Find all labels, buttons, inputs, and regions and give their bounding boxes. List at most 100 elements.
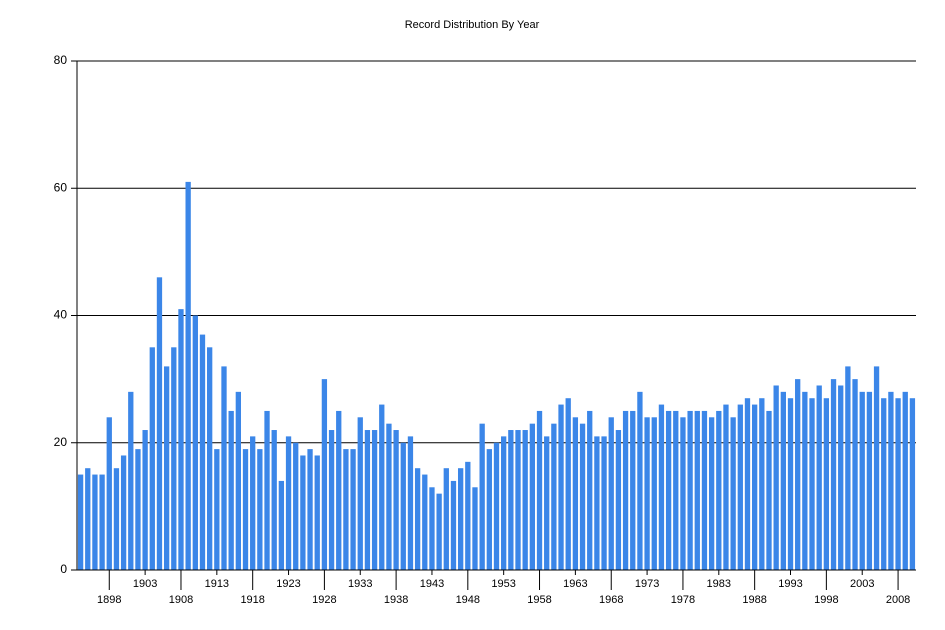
bar xyxy=(852,379,858,570)
bar xyxy=(328,430,335,570)
y-tick-label: 40 xyxy=(54,308,68,322)
bar xyxy=(443,468,449,570)
x-tick-label: 1963 xyxy=(563,578,587,590)
bar xyxy=(128,391,134,570)
x-tick-label: 1908 xyxy=(169,594,193,606)
bar xyxy=(816,385,822,570)
y-tick-label: 60 xyxy=(54,180,68,194)
bar xyxy=(171,347,177,570)
bar xyxy=(364,430,371,570)
bar xyxy=(780,391,786,570)
bar xyxy=(457,468,464,570)
x-tick-label: 1933 xyxy=(348,578,372,590)
bar xyxy=(192,315,198,570)
x-tick-label: 1923 xyxy=(276,578,300,590)
bar xyxy=(508,430,514,570)
bar xyxy=(250,436,256,570)
bar xyxy=(859,391,865,570)
bar xyxy=(472,487,478,570)
bar xyxy=(321,379,328,570)
x-tick-label: 1973 xyxy=(635,578,659,590)
bar xyxy=(77,474,84,570)
bar xyxy=(529,423,536,570)
bar xyxy=(379,404,385,570)
bar xyxy=(242,449,249,570)
bar xyxy=(866,391,873,570)
y-tick-label: 80 xyxy=(54,53,68,67)
bar xyxy=(228,410,234,570)
bar xyxy=(881,398,887,570)
y-tick-label: 20 xyxy=(54,435,68,449)
x-tick-label: 1938 xyxy=(384,594,408,606)
bar xyxy=(357,417,363,570)
x-tick-label: 1968 xyxy=(599,594,623,606)
bar xyxy=(113,468,120,570)
bar xyxy=(680,417,686,570)
bar xyxy=(909,398,916,570)
bar xyxy=(436,493,442,570)
bar xyxy=(694,410,700,570)
bar xyxy=(536,410,543,570)
bar xyxy=(615,430,622,570)
bar xyxy=(465,461,471,570)
bar xyxy=(185,181,191,570)
x-tick-label: 1918 xyxy=(240,594,264,606)
bar xyxy=(285,436,292,570)
bar xyxy=(579,423,586,570)
bar xyxy=(156,277,163,570)
bar xyxy=(637,391,643,570)
bar xyxy=(221,366,227,570)
bar xyxy=(300,455,306,570)
bar xyxy=(343,449,349,570)
bar xyxy=(802,391,808,570)
bar xyxy=(701,410,708,570)
bar xyxy=(888,391,894,570)
bar xyxy=(565,398,571,570)
x-tick-label: 1913 xyxy=(205,578,229,590)
x-tick-label: 1928 xyxy=(312,594,336,606)
bar xyxy=(264,410,270,570)
bar xyxy=(450,480,457,570)
bar xyxy=(486,449,492,570)
bar xyxy=(902,391,908,570)
bar xyxy=(163,366,170,570)
x-tick-label: 1953 xyxy=(491,578,515,590)
bar xyxy=(407,436,414,570)
bar xyxy=(515,430,521,570)
bar xyxy=(544,436,550,570)
bar xyxy=(199,334,206,570)
bar xyxy=(400,442,406,570)
bar xyxy=(371,430,378,570)
bar xyxy=(99,474,105,570)
bar xyxy=(587,410,593,570)
bar xyxy=(393,430,399,570)
bar xyxy=(723,404,729,570)
chart-title: Record Distribution By Year xyxy=(405,19,540,31)
bar xyxy=(501,436,507,570)
bar xyxy=(551,423,557,570)
x-tick-label: 1998 xyxy=(814,594,838,606)
bar xyxy=(830,379,837,570)
bar xyxy=(895,398,901,570)
bar xyxy=(665,410,672,570)
bar xyxy=(766,410,772,570)
bar xyxy=(386,423,392,570)
bar xyxy=(85,468,91,570)
bar xyxy=(429,487,435,570)
bar xyxy=(759,398,765,570)
bar xyxy=(630,410,636,570)
x-tick-label: 1948 xyxy=(456,594,480,606)
bar xyxy=(708,417,715,570)
bar xyxy=(235,391,241,570)
bar xyxy=(873,366,880,570)
bar xyxy=(608,417,614,570)
bar xyxy=(558,404,564,570)
bar xyxy=(92,474,98,570)
x-tick-label: 1898 xyxy=(97,594,121,606)
bar xyxy=(414,468,421,570)
bar xyxy=(278,480,285,570)
bar xyxy=(178,309,184,570)
bar xyxy=(651,417,657,570)
